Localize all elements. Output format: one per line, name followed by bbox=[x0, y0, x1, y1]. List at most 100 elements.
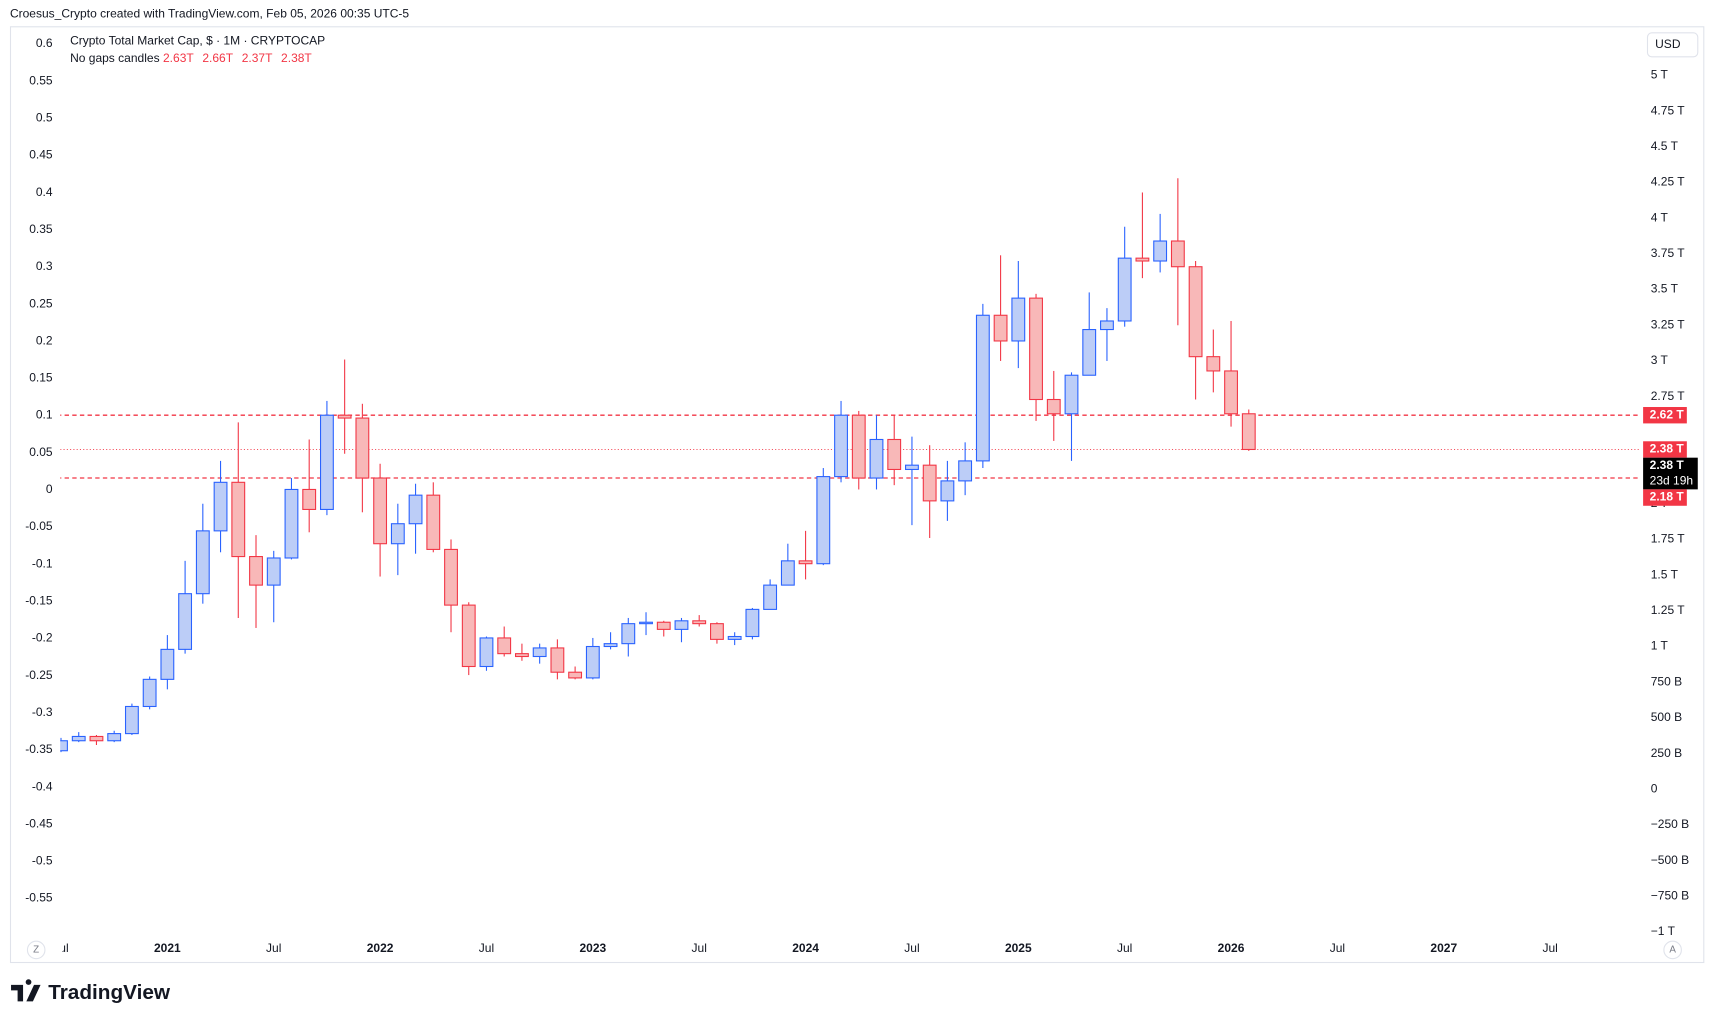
candle-body bbox=[780, 560, 795, 586]
x-tick-label: Jul bbox=[53, 941, 68, 955]
y2-tick-label: -0.55 bbox=[25, 891, 53, 905]
indicator-name: No gaps candles bbox=[70, 51, 160, 65]
y-tick-label: −250 B bbox=[1651, 817, 1689, 831]
header: Croesus_Crypto created with TradingView.… bbox=[10, 6, 409, 20]
candle-body bbox=[390, 523, 405, 545]
axis-button-label[interactable]: A bbox=[1669, 945, 1676, 956]
candle-body bbox=[1135, 257, 1150, 262]
candle-body bbox=[1064, 374, 1079, 415]
y2-tick-label: 0.3 bbox=[36, 259, 53, 273]
x-tick-label: 2026 bbox=[1218, 941, 1245, 955]
candle-body bbox=[266, 557, 281, 586]
y2-tick-label: 0.4 bbox=[36, 185, 53, 199]
axis-button-circle[interactable] bbox=[1663, 940, 1682, 960]
candle-body bbox=[302, 488, 317, 510]
candle-body bbox=[692, 620, 707, 625]
price-label: 2.62 T bbox=[1643, 407, 1687, 424]
y2-tick-label: 0.2 bbox=[36, 333, 53, 347]
candle-body bbox=[851, 414, 866, 479]
y-tick-label: 1.5 T bbox=[1651, 567, 1679, 581]
candle-body bbox=[195, 530, 210, 595]
price-label-text: 2.62 T bbox=[1650, 407, 1685, 421]
axis-button[interactable]: Z bbox=[26, 940, 46, 960]
axis-button-circle[interactable] bbox=[26, 940, 46, 960]
y-tick-label: 3 T bbox=[1651, 353, 1669, 367]
y2-tick-label: -0.15 bbox=[25, 593, 53, 607]
y-tick-label: 3.75 T bbox=[1651, 246, 1686, 260]
axis-button-label[interactable]: Z bbox=[33, 945, 39, 956]
candle-body bbox=[639, 621, 653, 625]
price-label: 2.38 T bbox=[1643, 441, 1687, 458]
y-tick-label: 250 B bbox=[1651, 746, 1682, 760]
indicator-value: 2.37T bbox=[242, 51, 273, 65]
candle-body bbox=[550, 647, 565, 673]
candle-body bbox=[887, 438, 902, 471]
candle-body bbox=[727, 635, 742, 640]
axis-button[interactable]: A bbox=[1663, 940, 1682, 960]
candle-body bbox=[142, 678, 157, 708]
logo: TradingView bbox=[11, 979, 171, 1004]
x-tick-label: 2023 bbox=[579, 941, 606, 955]
candle-body bbox=[1153, 240, 1168, 262]
y2-tick-label: -0.4 bbox=[32, 779, 53, 793]
y2-tick-label: -0.3 bbox=[32, 705, 53, 719]
candle-body bbox=[532, 647, 547, 658]
price-label-box bbox=[1643, 457, 1698, 490]
candle-body bbox=[603, 643, 618, 648]
brand: TradingView bbox=[48, 981, 171, 1004]
candle-body bbox=[1046, 398, 1061, 415]
candle-body bbox=[107, 733, 122, 742]
candle-body bbox=[958, 460, 973, 482]
x-tick-label: 2025 bbox=[1005, 941, 1032, 955]
y-tick-label: 1.75 T bbox=[1651, 532, 1686, 546]
usd-button[interactable]: USD bbox=[1646, 32, 1699, 58]
candle-body bbox=[1241, 413, 1256, 451]
candle-body bbox=[763, 584, 778, 610]
candle-body bbox=[231, 481, 246, 558]
usd-button-label[interactable]: USD bbox=[1655, 37, 1681, 51]
x-tick-label: 2024 bbox=[792, 941, 819, 955]
candle-body bbox=[124, 705, 139, 735]
x-tick-label: Jul bbox=[904, 941, 919, 955]
price-label-box bbox=[1643, 489, 1687, 506]
candle-body bbox=[337, 414, 352, 419]
y-tick-label: 1.25 T bbox=[1651, 603, 1686, 617]
candle-body bbox=[922, 464, 937, 502]
price-label-text: 2.38 T bbox=[1650, 442, 1685, 456]
candle-body bbox=[319, 414, 334, 510]
logo-mark bbox=[11, 979, 41, 1002]
plot bbox=[60, 178, 1640, 753]
candle-body bbox=[1206, 356, 1221, 372]
indicator-value: 2.38T bbox=[281, 51, 312, 65]
candle-body bbox=[89, 735, 104, 742]
candle-body bbox=[515, 653, 529, 658]
usd-button-box[interactable] bbox=[1646, 32, 1699, 58]
x-tick-label: Jul bbox=[1542, 941, 1557, 955]
y-tick-label: 4.25 T bbox=[1651, 175, 1686, 189]
y2-tick-label: 0.5 bbox=[36, 111, 53, 125]
candle-body bbox=[745, 608, 760, 638]
candle-body bbox=[160, 648, 175, 680]
candle-body bbox=[1170, 240, 1185, 268]
candle-body bbox=[656, 621, 671, 630]
x-tick-label: Jul bbox=[1117, 941, 1132, 955]
y2-tick-label: 0.05 bbox=[29, 445, 53, 459]
candle-body bbox=[940, 480, 955, 502]
x-tick-label: 2027 bbox=[1430, 941, 1457, 955]
y-tick-label: 3.25 T bbox=[1651, 317, 1686, 331]
y2-tick-label: 0.25 bbox=[29, 296, 53, 310]
y2-tick-label: -0.2 bbox=[32, 631, 53, 645]
y-tick-label: 4.5 T bbox=[1651, 139, 1679, 153]
y-tick-label: 1 T bbox=[1651, 639, 1669, 653]
candle-body bbox=[834, 414, 848, 478]
y2-tick-label: -0.05 bbox=[25, 519, 53, 533]
candle-body bbox=[905, 464, 919, 471]
y-tick-label: 2.75 T bbox=[1651, 389, 1686, 403]
y2-tick-label: 0.45 bbox=[29, 148, 53, 162]
y-tick-label: 500 B bbox=[1651, 710, 1682, 724]
candle-body bbox=[816, 476, 831, 565]
candle-body bbox=[869, 438, 884, 479]
candle-body bbox=[373, 477, 388, 545]
